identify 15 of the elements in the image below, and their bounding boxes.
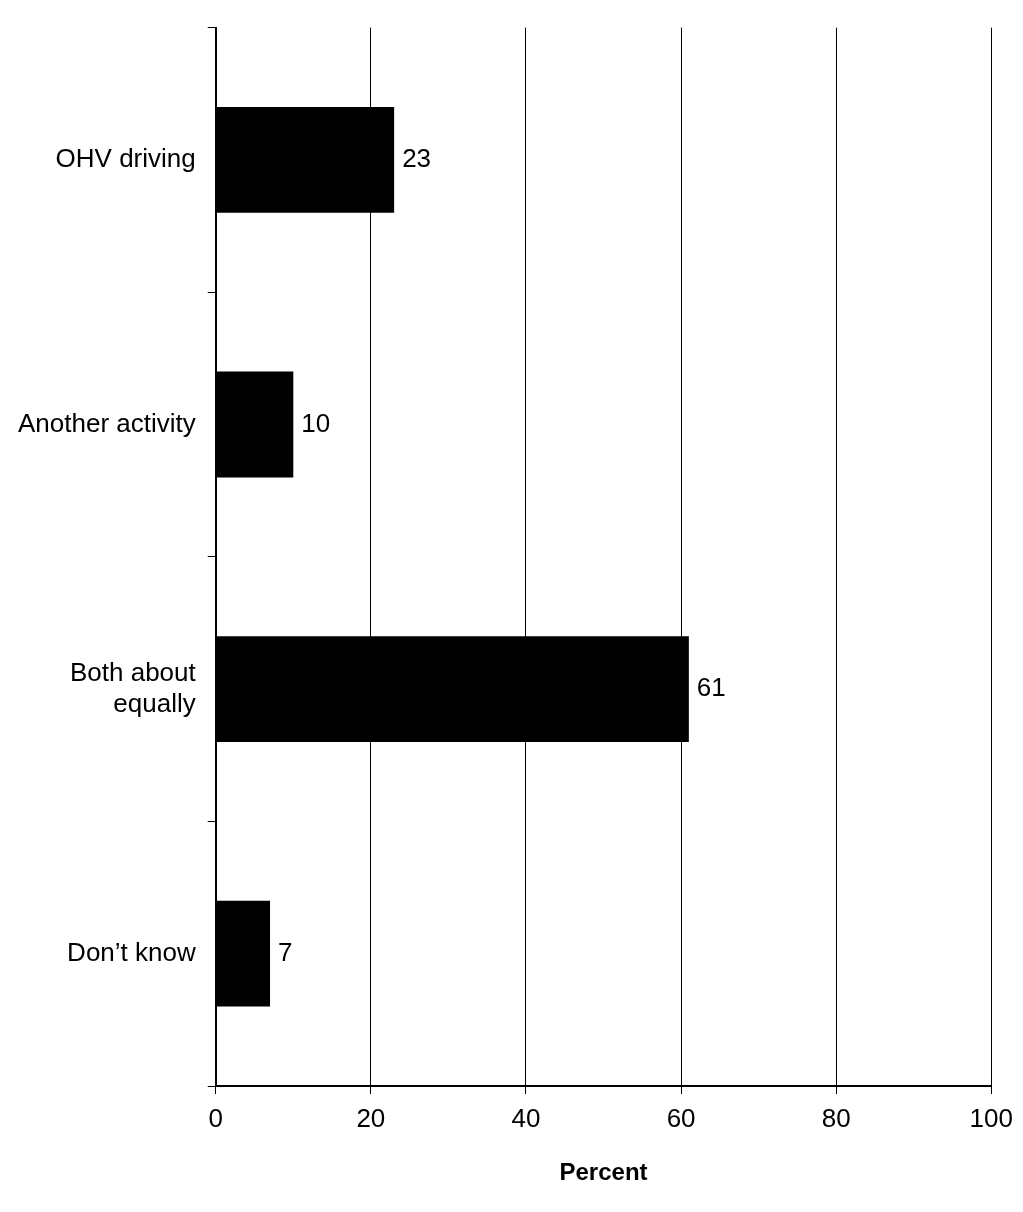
x-axis-title: Percent — [559, 1158, 648, 1186]
data-label: 61 — [696, 672, 726, 703]
y-tick-label: Don’t know — [67, 936, 196, 967]
data-label: 23 — [402, 143, 432, 174]
data-label: 7 — [278, 936, 293, 967]
x-tick-label: 100 — [969, 1102, 1014, 1133]
y-tick-label: Both about equally — [69, 656, 197, 718]
y-tick-label: Another activity — [18, 407, 196, 438]
y-tick-label: OHV driving — [55, 143, 196, 174]
x-tick-label: 60 — [666, 1102, 696, 1133]
data-label: 10 — [301, 407, 331, 438]
x-tick-label: 20 — [356, 1102, 386, 1133]
x-tick-label: 40 — [511, 1102, 541, 1133]
x-tick-label: 0 — [208, 1102, 223, 1133]
x-tick-label: 80 — [821, 1102, 851, 1133]
